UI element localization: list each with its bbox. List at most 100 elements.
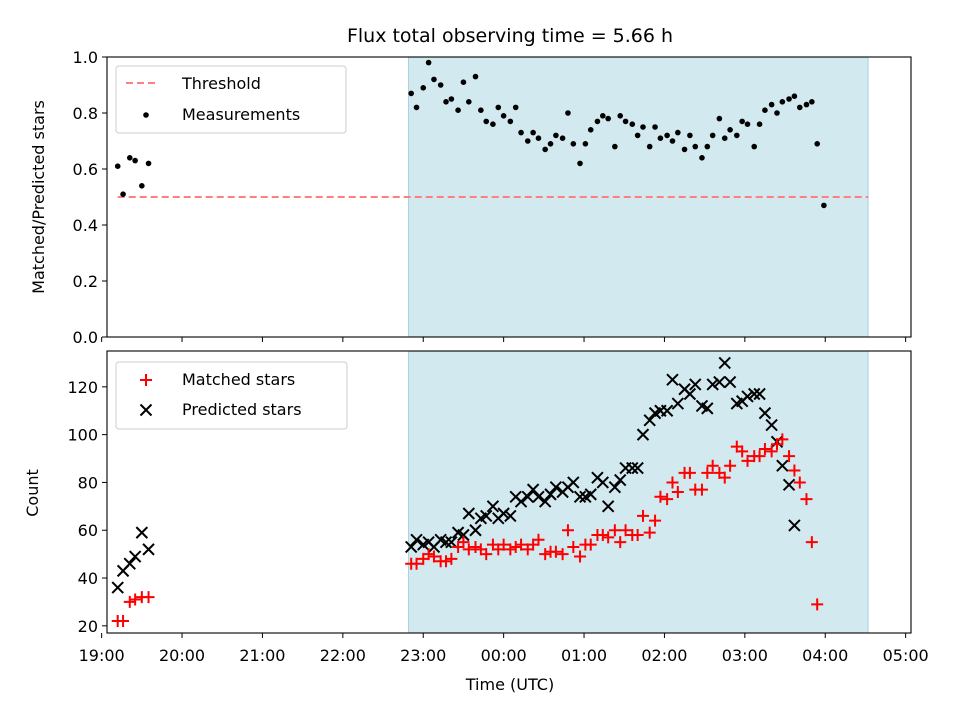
measurement-point	[809, 99, 815, 105]
predicted-star-point	[741, 390, 754, 403]
measurement-point	[500, 113, 507, 119]
matched-star-point	[469, 540, 482, 553]
matched-star-point	[497, 538, 510, 551]
measurement-point	[605, 115, 611, 122]
measurement-point	[768, 101, 775, 108]
measurement-point	[518, 129, 524, 136]
legend-predicted-swatch	[139, 403, 153, 417]
predicted-star-point	[111, 581, 124, 594]
predicted-star-point	[718, 356, 731, 370]
predicted-star-point	[596, 476, 610, 489]
x-tick-label: 20:00	[159, 646, 205, 665]
x-tick-label: 23:00	[400, 646, 446, 665]
measurement-point	[786, 96, 792, 102]
predicted-star-point	[660, 404, 674, 417]
measurement-point	[145, 160, 152, 167]
predicted-star-point	[608, 481, 622, 494]
measurement-point	[791, 93, 798, 99]
measurement-point	[803, 101, 810, 108]
measurement-point	[634, 132, 641, 139]
measurement-point	[744, 121, 751, 127]
measurement-point	[734, 132, 740, 139]
predicted-star-point	[532, 490, 545, 503]
matched-star-point	[793, 476, 806, 489]
predicted-star-point	[723, 375, 737, 389]
matched-star-point	[556, 548, 569, 561]
matched-star-point	[805, 536, 818, 549]
measurement-point	[762, 107, 768, 113]
measurement-point	[437, 82, 444, 88]
matched-star-point	[462, 543, 475, 556]
matched-star-point	[736, 445, 749, 458]
matched-star-point	[574, 550, 587, 563]
matched-star-point	[596, 529, 609, 542]
x-tick-label: 22:00	[320, 646, 366, 665]
predicted-star-point	[671, 397, 685, 410]
predicted-star-point	[753, 387, 766, 401]
matched-star-point	[480, 548, 493, 561]
matched-star-point	[561, 524, 574, 537]
measurement-point	[657, 135, 664, 141]
predicted-star-point	[701, 402, 714, 415]
measurement-point	[600, 113, 606, 119]
x-tick-label: 05:00	[883, 646, 929, 665]
measurement-point	[814, 141, 820, 147]
measurement-point	[704, 143, 711, 150]
predicted-star-point	[626, 461, 639, 475]
measurement-point	[629, 121, 636, 127]
measurement-point	[681, 146, 688, 153]
predicted-star-point	[538, 495, 552, 508]
x-tick-label: 02:00	[641, 646, 687, 665]
predicted-star-point	[549, 481, 563, 494]
predicted-star-point	[567, 476, 580, 489]
matched-star-point	[445, 552, 458, 565]
measurement-point	[139, 183, 145, 189]
matched-star-point	[602, 531, 615, 544]
matched-star-point	[410, 557, 423, 570]
bot-observing-window-shade	[408, 350, 869, 634]
predicted-star-point	[689, 378, 702, 391]
top-legend: Threshold Measurements	[115, 65, 347, 134]
top-y-tick-label: 0.2	[73, 272, 98, 291]
predicted-star-point	[776, 459, 789, 472]
measurement-point	[675, 129, 681, 136]
predicted-star-point	[521, 490, 534, 503]
predicted-star-point	[765, 418, 778, 432]
measurement-point	[664, 132, 670, 139]
measurement-point	[120, 191, 126, 197]
predicted-star-point	[445, 535, 458, 549]
x-tick-label: 00:00	[481, 646, 527, 665]
predicted-star-point	[469, 524, 482, 537]
measurement-point	[126, 155, 133, 161]
measurement-point	[692, 143, 699, 150]
predicted-star-point	[123, 557, 136, 570]
matched-star-point	[753, 450, 766, 463]
matched-star-point	[515, 538, 528, 551]
measurement-point	[739, 118, 745, 125]
measurement-point	[587, 127, 594, 133]
x-tick-label: 04:00	[802, 646, 848, 665]
matched-star-point	[567, 540, 580, 553]
matched-star-point	[718, 471, 731, 484]
measurement-point	[709, 132, 716, 139]
measurement-point	[652, 124, 658, 130]
matched-star-point	[129, 593, 142, 606]
measurement-point	[821, 202, 827, 209]
x-tick-label: 01:00	[561, 646, 607, 665]
predicted-star-point	[643, 414, 656, 427]
measurement-point	[612, 143, 618, 150]
bot-y-tick-label: 120	[67, 378, 98, 397]
measurement-point	[640, 124, 646, 130]
measurement-point	[443, 99, 449, 105]
matched-star-point	[661, 493, 674, 506]
bot-y-tick-label: 40	[78, 569, 98, 588]
predicted-star-point	[631, 461, 644, 475]
measurement-point	[721, 135, 728, 141]
matched-star-point	[643, 526, 656, 539]
matched-star-point	[788, 464, 801, 477]
matched-star-point	[509, 540, 522, 553]
matched-star-point	[800, 493, 813, 506]
measurement-point	[114, 163, 121, 169]
bot-axes-frame	[106, 350, 912, 634]
